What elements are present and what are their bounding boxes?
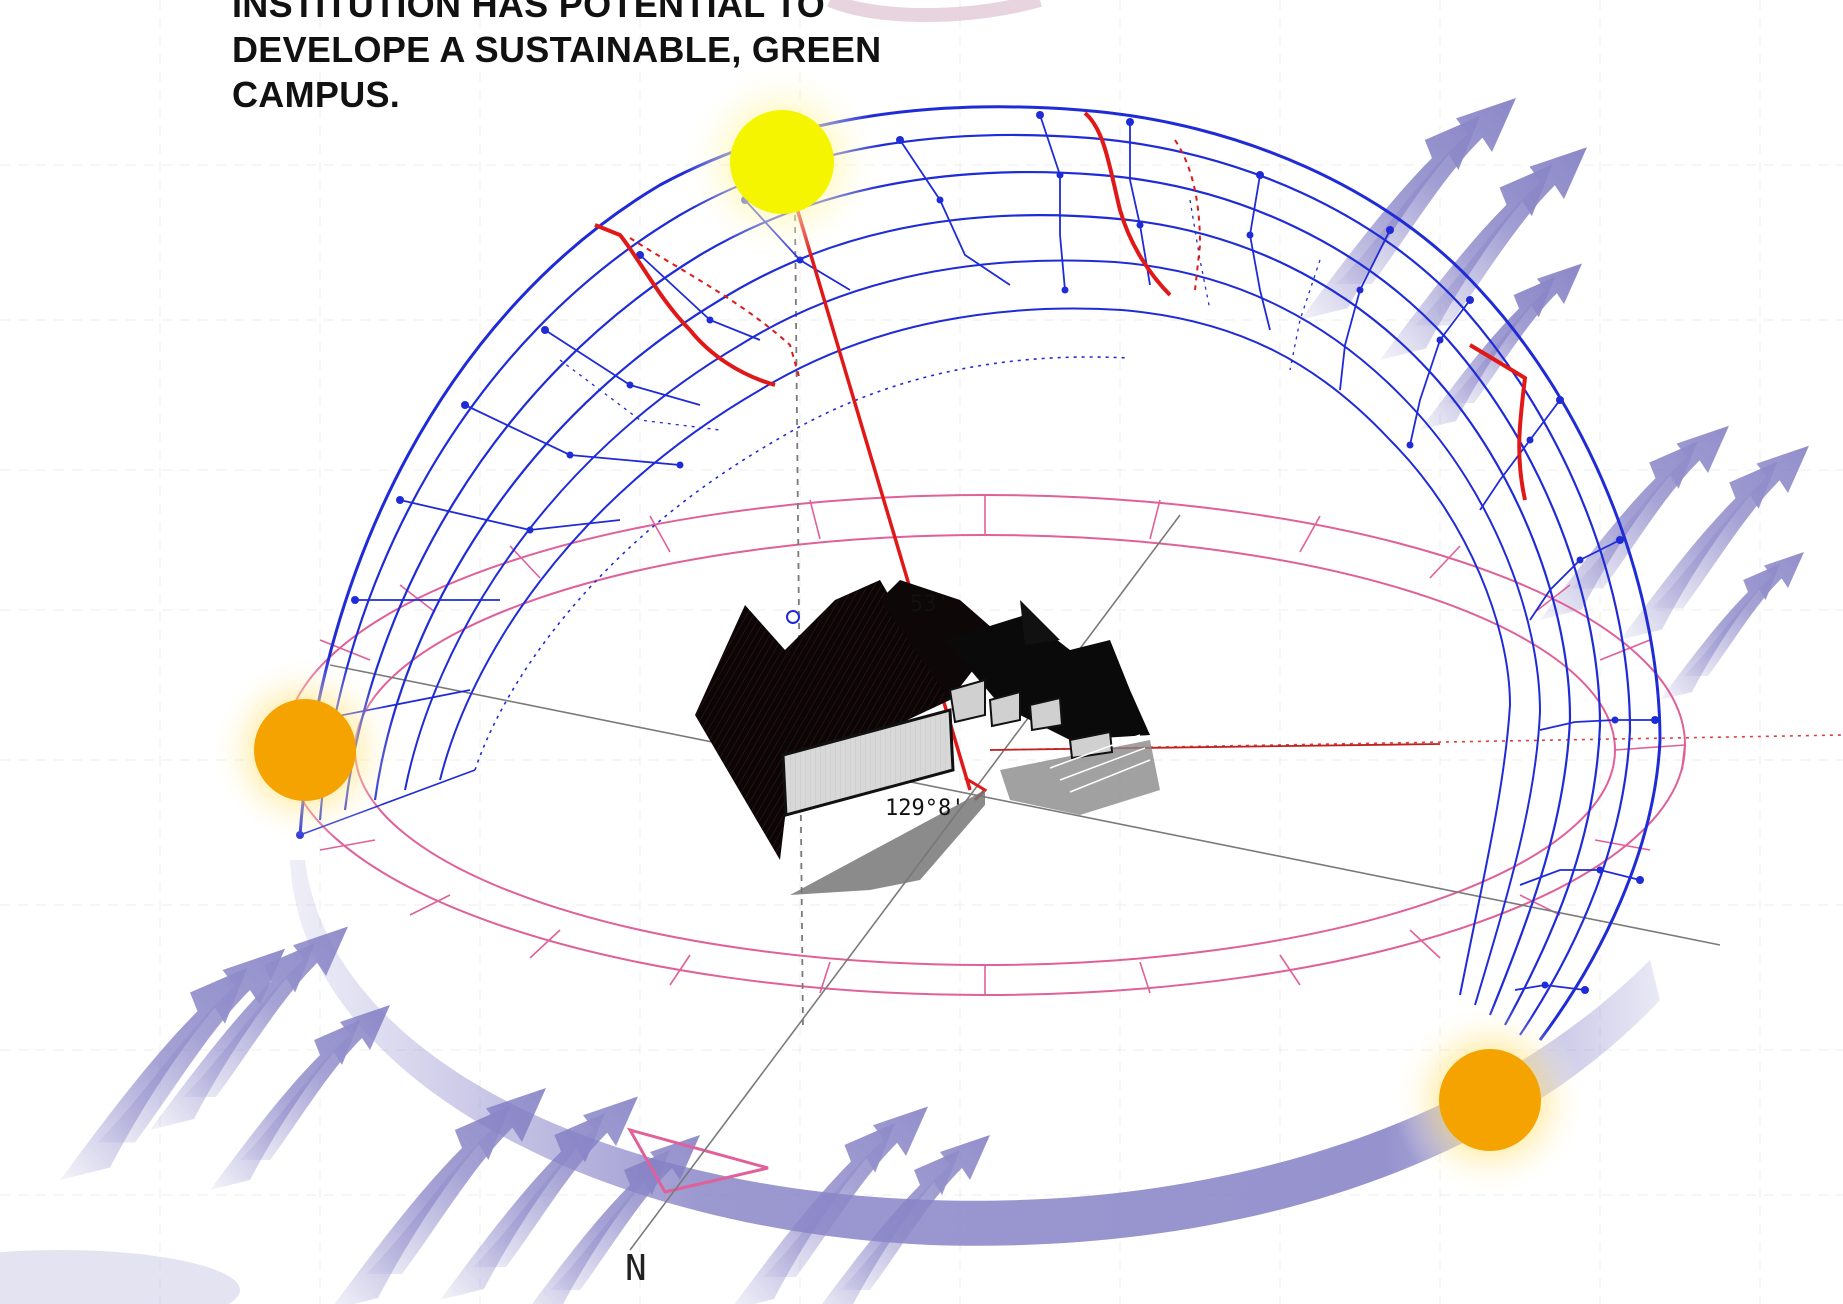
sunrise-sun-icon xyxy=(210,655,400,845)
caption: INSTITUTION HAS POTENTIAL TO DEVELOPE A … xyxy=(232,0,992,117)
vertical-dashed-axis xyxy=(794,214,804,1031)
caption-line-2: DEVELOPE A SUSTAINABLE, GREEN xyxy=(232,29,882,70)
dome-nodes xyxy=(296,111,1659,994)
altitude-label: 53' xyxy=(910,592,950,617)
sun-path-dome xyxy=(298,105,1662,1041)
north-arrow-icon xyxy=(626,1127,769,1194)
azimuth-label: 129°8' xyxy=(885,796,964,821)
top-decoration-arc xyxy=(827,0,1042,23)
caption-line-3: CAMPUS. xyxy=(232,74,401,115)
east-axis-solid xyxy=(989,743,1441,751)
sunset-sun-icon xyxy=(1392,1002,1588,1198)
sun-icon xyxy=(682,62,882,262)
seasonal-markers-dashed xyxy=(629,139,1202,381)
haze xyxy=(0,1250,240,1304)
caption-line-1: INSTITUTION HAS POTENTIAL TO xyxy=(232,0,826,25)
east-axis xyxy=(989,734,1843,751)
wind-icon xyxy=(1300,97,1587,430)
north-label: N xyxy=(625,1248,647,1289)
dome-center-node xyxy=(786,610,800,624)
seasonal-markers xyxy=(594,111,1528,501)
building-model-icon xyxy=(695,580,1160,895)
